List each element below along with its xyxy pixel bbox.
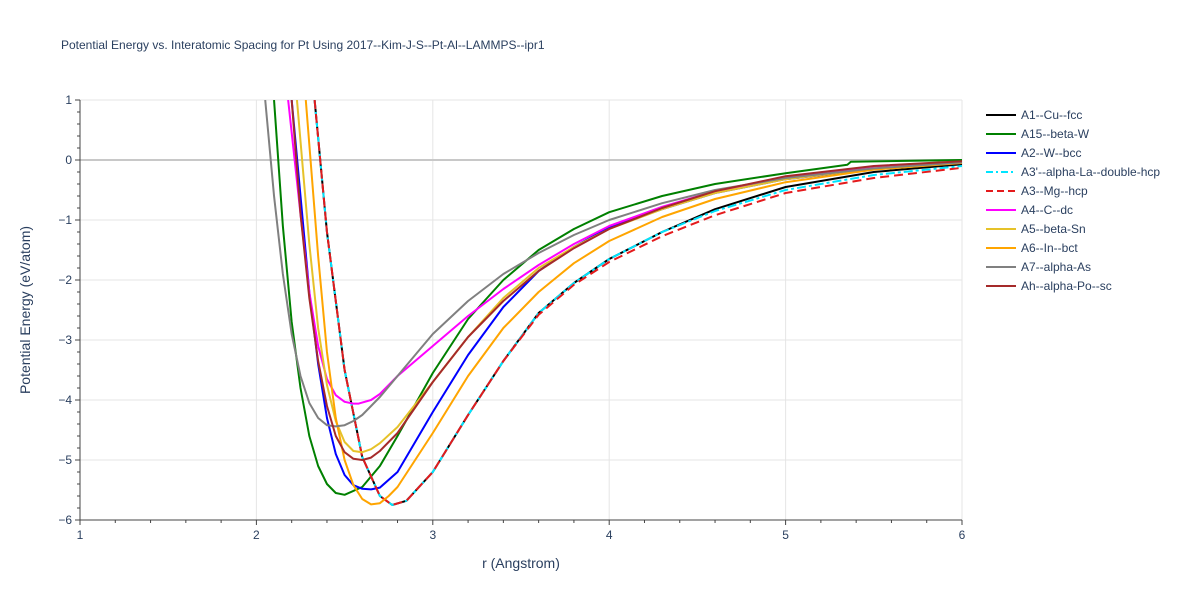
series-line-3 — [313, 100, 962, 506]
axis-layer — [75, 99, 963, 525]
series-layer — [264, 100, 962, 506]
x-tick-label: 2 — [253, 528, 260, 542]
legend: A1--Cu--fcc A15--beta-W A2--W--bcc A3'--alp… — [986, 108, 1160, 293]
y-tick-label: −5 — [58, 453, 72, 467]
y-tick-label: 0 — [65, 153, 72, 167]
legend-label-3[interactable]: A3'--alpha-La--double-hcp — [1021, 165, 1160, 179]
x-tick-label: 6 — [959, 528, 966, 542]
y-tick-label: −4 — [58, 393, 72, 407]
x-tick-label: 5 — [782, 528, 789, 542]
series-line-9 — [290, 100, 962, 461]
y-tick-label: −6 — [58, 513, 72, 527]
legend-label-5[interactable]: A4--C--dc — [1021, 203, 1073, 217]
x-tick-label: 4 — [606, 528, 613, 542]
legend-label-0[interactable]: A1--Cu--fcc — [1021, 108, 1082, 122]
series-line-8 — [264, 100, 962, 428]
x-axis-title: r (Angstrom) — [482, 555, 560, 571]
grid-layer — [80, 99, 963, 520]
legend-label-9[interactable]: Ah--alpha-Po--sc — [1021, 279, 1112, 293]
tick-label-layer: 1 2 3 4 5 6 1 0 −1 −2 −3 −4 −5 −6 — [58, 93, 965, 542]
legend-label-7[interactable]: A6--In--bct — [1021, 241, 1078, 255]
x-tick-label: 1 — [77, 528, 84, 542]
legend-label-6[interactable]: A5--beta-Sn — [1021, 222, 1086, 236]
y-tick-label: −3 — [58, 333, 72, 347]
legend-label-1[interactable]: A15--beta-W — [1021, 127, 1090, 141]
chart-title: Potential Energy vs. Interatomic Spacing… — [61, 38, 545, 52]
legend-label-4[interactable]: A3--Mg--hcp — [1021, 184, 1088, 198]
y-tick-label: −2 — [58, 273, 72, 287]
legend-label-8[interactable]: A7--alpha-As — [1021, 260, 1091, 274]
x-tick-label: 3 — [429, 528, 436, 542]
series-line-7 — [304, 100, 962, 506]
y-axis-title: Potential Energy (eV/atom) — [17, 226, 33, 394]
y-tick-label: −1 — [58, 213, 72, 227]
legend-label-2[interactable]: A2--W--bcc — [1021, 146, 1081, 160]
series-line-6 — [295, 100, 962, 454]
y-tick-label: 1 — [65, 93, 72, 107]
